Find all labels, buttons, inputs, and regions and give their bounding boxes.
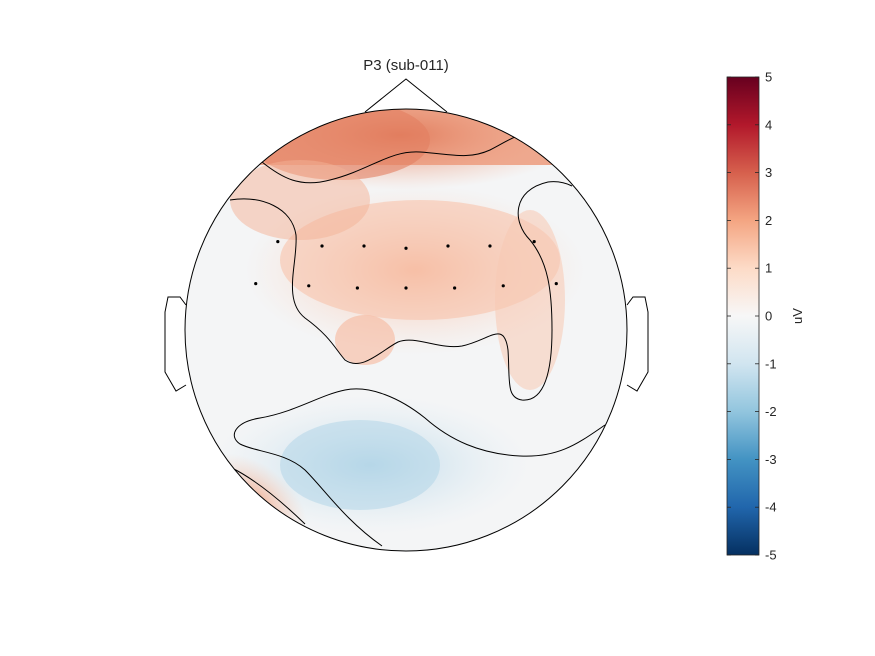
electrode-marker — [254, 281, 258, 286]
electrode-marker — [501, 284, 505, 288]
nose-outline — [364, 78, 448, 113]
colorbar — [726, 76, 760, 556]
electrode-marker — [362, 244, 366, 248]
right-ear-outline — [626, 296, 649, 392]
colorbar-tick-label: -5 — [765, 548, 777, 563]
electrode-marker — [446, 244, 450, 248]
left-ear-outline — [164, 296, 187, 392]
electrode-marker — [453, 286, 457, 290]
contour-line — [229, 181, 573, 401]
electrode-marker — [404, 246, 408, 250]
electrode-marker — [488, 244, 492, 248]
electrode-markers — [254, 240, 558, 290]
colorbar-label: uV — [790, 308, 805, 324]
electrode-marker — [355, 286, 359, 290]
electrode-marker — [532, 240, 536, 244]
colorbar-tick-label: 4 — [765, 117, 772, 132]
electrode-marker — [276, 240, 280, 244]
colorbar-tick-label: -4 — [765, 500, 777, 515]
colorbar-tick-label: -2 — [765, 404, 777, 419]
colorbar-tick-label: 0 — [765, 309, 772, 324]
colorbar-tick-label: -3 — [765, 452, 777, 467]
contour-line — [233, 388, 606, 547]
electrode-marker — [320, 244, 324, 248]
scalp-map — [185, 109, 627, 551]
colorbar-tick-label: 5 — [765, 70, 772, 85]
contour-line — [231, 467, 306, 525]
colorbar-ticks: 5 4 3 2 1 0 -1 -2 -3 -4 -5 — [727, 70, 777, 563]
contour-line — [261, 132, 526, 184]
electrode-marker — [307, 284, 311, 288]
colorbar-tick-label: -1 — [765, 356, 777, 371]
chart-title: P3 (sub-011) — [363, 57, 449, 74]
colorbar-tick-label: 1 — [765, 261, 772, 276]
electrode-marker — [554, 281, 558, 286]
colorbar-tick-label: 3 — [765, 165, 772, 180]
colorbar-tick-label: 2 — [765, 213, 772, 228]
head-outline — [184, 108, 628, 552]
electrode-marker — [404, 286, 408, 290]
